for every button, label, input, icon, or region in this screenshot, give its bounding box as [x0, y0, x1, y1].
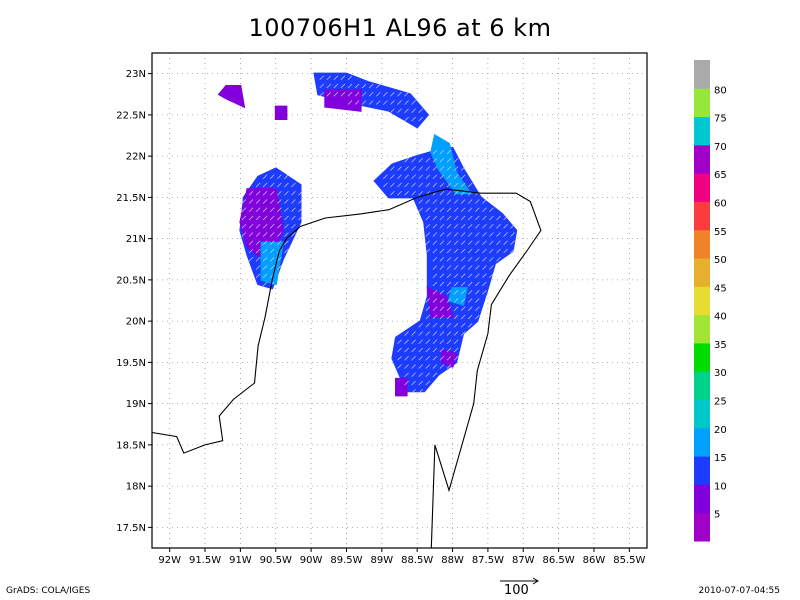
- color-bar-label: 10: [714, 481, 727, 492]
- x-tick-label: 85.5W: [613, 555, 645, 566]
- y-tick-label: 19.5N: [116, 358, 146, 369]
- coastline-segment: [151, 188, 542, 549]
- wind-arrow: [241, 75, 515, 394]
- x-tick-label: 88W: [441, 555, 464, 566]
- color-bar-swatch: [694, 173, 710, 202]
- color-bar-swatch: [694, 314, 710, 344]
- color-bar-label: 80: [714, 85, 727, 96]
- color-bar-label: 50: [714, 255, 727, 266]
- wind-vector-field: [241, 75, 515, 394]
- color-bar-swatch: [694, 484, 710, 514]
- wind-speed-region: [447, 287, 468, 306]
- y-tick-label: 22.5N: [116, 110, 146, 121]
- x-tick-label: 90.5W: [260, 555, 292, 566]
- x-tick-label: 88.5W: [401, 555, 433, 566]
- y-tick-label: 19N: [126, 399, 146, 410]
- color-bar-label: 25: [714, 397, 727, 408]
- color-bar-label: 30: [714, 368, 727, 379]
- color-bar-swatch: [694, 88, 710, 118]
- footer-credit: GrADS: COLA/IGES: [6, 586, 91, 596]
- longitude-labels: 92W 91.5W 91W 90.5W 90W 89.5W 89W 88.5W 88W 87.5W…: [158, 548, 646, 566]
- color-bar-label: 5: [714, 510, 720, 521]
- color-bar-label: 40: [714, 312, 727, 323]
- reference-vector-head: [532, 577, 539, 585]
- y-tick-label: 21.5N: [116, 193, 146, 204]
- color-bar-swatch: [694, 342, 710, 372]
- color-bar-label: 65: [714, 170, 727, 181]
- color-bar-label: 20: [714, 425, 727, 436]
- map-frame: [151, 52, 648, 549]
- graticule-grid: [152, 53, 647, 548]
- color-bar-label: 15: [714, 453, 727, 464]
- color-bar-swatch: [694, 229, 710, 259]
- y-tick-label: 23N: [126, 69, 146, 80]
- x-tick-label: 89W: [371, 555, 394, 566]
- y-tick-label: 20N: [126, 317, 146, 328]
- color-bar-swatch: [694, 116, 710, 146]
- wind-speed-region: [217, 85, 246, 109]
- y-tick-label: 22N: [126, 152, 146, 163]
- color-bar-label: 70: [714, 142, 727, 153]
- x-tick-label: 87.5W: [472, 555, 504, 566]
- y-tick-label: 18N: [126, 482, 146, 493]
- wind-speed-region: [395, 377, 408, 397]
- color-bar-swatch: [694, 286, 710, 316]
- y-tick-label: 21N: [126, 234, 146, 245]
- coastline: [151, 188, 542, 549]
- color-bar-label: 45: [714, 283, 727, 294]
- x-tick-label: 91W: [229, 555, 252, 566]
- color-bar-swatch: [694, 258, 710, 287]
- x-tick-label: 91.5W: [189, 555, 221, 566]
- y-tick-label: 17.5N: [116, 523, 146, 534]
- x-tick-label: 86W: [583, 555, 606, 566]
- wind-speed-region: [274, 105, 288, 120]
- wind-speed-region: [324, 89, 362, 112]
- reference-vector-label: 100: [504, 583, 529, 598]
- color-bar-swatch: [694, 399, 710, 429]
- radar-wind-field: [217, 72, 518, 397]
- color-bar-label: 60: [714, 199, 727, 210]
- footer-timestamp: 2010-07-07-04:55: [698, 586, 781, 596]
- plot-title: 100706H1 AL96 at 6 km: [248, 14, 552, 42]
- wind-speed-region: [373, 146, 518, 393]
- color-bar-label: 55: [714, 227, 727, 238]
- color-bar-swatch: [694, 371, 710, 401]
- x-tick-label: 92W: [158, 555, 181, 566]
- x-tick-label: 89.5W: [330, 555, 362, 566]
- y-tick-label: 20.5N: [116, 275, 146, 286]
- x-tick-label: 86.5W: [543, 555, 575, 566]
- color-bar-label: 35: [714, 340, 727, 351]
- color-bar-swatch: [694, 144, 710, 174]
- color-bar-swatch: [694, 60, 710, 89]
- color-bar-swatch: [694, 512, 710, 542]
- color-bar: 5 10 15 20 25 30 35 40 45 50 55 60 65 70 75 80: [694, 60, 727, 542]
- x-tick-label: 90W: [300, 555, 323, 566]
- reference-vector: [500, 577, 539, 585]
- x-tick-label: 87W: [512, 555, 535, 566]
- color-bar-swatch: [694, 201, 710, 231]
- latitude-labels: 17.5N 18N 18.5N 19N 19.5N 20N 20.5N 21N 21.5N 22N…: [116, 69, 152, 534]
- y-tick-label: 18.5N: [116, 440, 146, 451]
- color-bar-label: 75: [714, 114, 727, 125]
- color-bar-swatch: [694, 456, 710, 485]
- color-bar-swatch: [694, 427, 710, 457]
